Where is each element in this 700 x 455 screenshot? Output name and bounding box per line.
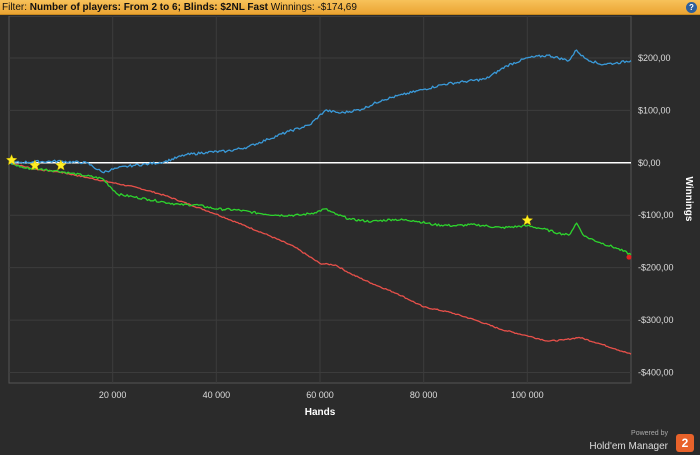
winnings-chart: 20 000 40 000 60 000 80 000 100 000 $200,00$… xyxy=(5,16,694,418)
star-marker[interactable] xyxy=(29,159,41,171)
x-tick-label: 100 000 xyxy=(511,390,544,400)
y-tick-label: -$100,00 xyxy=(638,210,674,220)
filter-winnings: Winnings: -$174,69 xyxy=(270,2,357,13)
series-lines xyxy=(8,49,632,355)
x-tick-label: 80 000 xyxy=(410,390,438,400)
x-tick-label: 60 000 xyxy=(306,390,334,400)
star-marker[interactable] xyxy=(54,159,67,171)
filter-bar: Filter: Number of players: From 2 to 6; … xyxy=(0,0,700,15)
y-tick-label: $200,00 xyxy=(638,53,671,63)
y-tick-label: $100,00 xyxy=(638,105,671,115)
x-axis-label: Hands xyxy=(305,407,336,418)
powered-by-text: Powered by xyxy=(631,430,668,437)
x-tick-label: 40 000 xyxy=(203,390,231,400)
help-icon[interactable]: ? xyxy=(686,2,697,13)
y-tick-labels: $200,00 $100,00 $0,00 -$100,00 -$200,00 -$300… xyxy=(638,53,674,378)
y-tick-label: -$300,00 xyxy=(638,315,674,325)
filter-label: Number of players: From 2 to 6; Blinds: … xyxy=(29,2,268,13)
x-tick-labels: 20 000 40 000 60 000 80 000 100 000 xyxy=(99,390,544,400)
x-tick-label: 20 000 xyxy=(99,390,127,400)
series-line-non-showdown xyxy=(8,162,632,355)
y-axis-label: Winnings xyxy=(683,177,694,222)
star-marker[interactable] xyxy=(5,154,18,166)
y-tick-label: -$200,00 xyxy=(638,263,674,273)
markers xyxy=(5,154,632,260)
brand-logo-icon: 2 xyxy=(676,434,694,452)
series-line-showdown xyxy=(8,49,632,174)
y-tick-label: $0,00 xyxy=(638,158,661,168)
brand-name: Hold'em Manager xyxy=(589,441,668,452)
star-marker[interactable] xyxy=(521,214,534,226)
end-marker xyxy=(626,254,632,260)
filter-prefix: Filter: xyxy=(2,2,27,13)
series-line-net-won xyxy=(8,162,632,256)
y-tick-label: -$400,00 xyxy=(638,368,674,378)
